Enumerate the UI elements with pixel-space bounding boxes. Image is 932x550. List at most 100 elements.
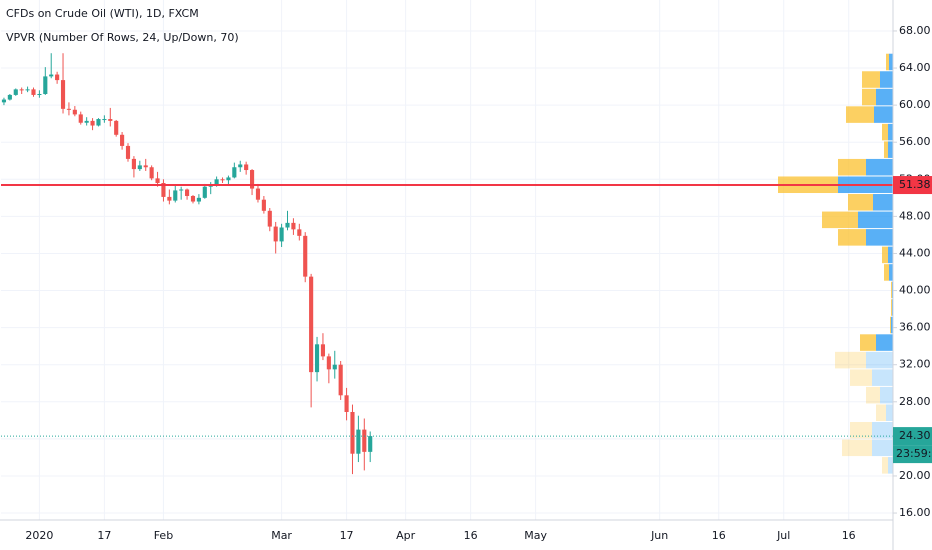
candle-body (96, 119, 101, 126)
x-tick-label: 2020 (25, 529, 53, 542)
last-price-label: 24.30 (899, 429, 931, 442)
candle-body (72, 109, 77, 115)
y-tick-label: 48.00 (899, 209, 931, 222)
indicator-legend: VPVR (Number Of Rows, 24, Up/Down, 70) (6, 31, 239, 44)
vpvr-down-bar (884, 264, 889, 281)
candle-body (267, 210, 272, 227)
y-tick-label: 36.00 (899, 321, 931, 334)
vpvr-up-bar (889, 53, 893, 71)
last-price-box (893, 427, 932, 446)
y-tick-label: 68.00 (899, 24, 931, 37)
vpvr-down-bar (850, 369, 872, 386)
vpvr-up-bar (866, 229, 893, 246)
vpvr-up-bar (872, 421, 893, 439)
candle-body (326, 356, 331, 370)
x-tick-label: Jun (650, 529, 668, 542)
vpvr-down-bar (862, 71, 880, 88)
candle-body (273, 226, 278, 242)
candle-body (1, 99, 7, 103)
plot-area (1, 53, 893, 475)
y-tick-label: 40.00 (899, 284, 931, 297)
candle-body (120, 134, 125, 146)
candle-body (356, 429, 361, 454)
x-tick-label: Mar (271, 529, 292, 542)
candle-body (314, 344, 320, 373)
vpvr-up-bar (874, 106, 893, 123)
candle-body (25, 89, 30, 91)
candle-body (31, 89, 36, 95)
vpvr-up-bar (886, 404, 893, 421)
x-tick-label: Apr (396, 529, 416, 542)
candle-body (368, 436, 373, 452)
candle-body (261, 199, 266, 211)
candle-body (90, 120, 95, 126)
x-tick-label: Feb (154, 529, 173, 542)
vpvr-down-bar (882, 457, 888, 474)
y-tick-label: 44.00 (899, 246, 931, 259)
vpvr-down-bar (835, 351, 866, 369)
vpvr-up-bar (880, 386, 893, 404)
vpvr-down-bar (850, 421, 872, 439)
x-tick-label: Jul (776, 529, 790, 542)
candle-body (279, 227, 284, 242)
countdown-box (893, 445, 932, 464)
candle-body (309, 276, 314, 373)
vpvr-down-bar (882, 123, 888, 141)
vpvr-down-bar (838, 158, 866, 176)
candle-body (249, 170, 255, 189)
vpvr-down-bar (838, 229, 866, 246)
vpvr-down-bar (876, 404, 886, 421)
candle-body (37, 94, 42, 96)
candle-body (185, 189, 190, 196)
candle-body (214, 179, 219, 185)
candle-body (43, 76, 48, 95)
vpvr-up-bar (888, 246, 893, 264)
candle-body (149, 167, 154, 179)
candle-body (350, 411, 355, 454)
vpvr-up-bar (888, 141, 893, 158)
grid (1, 0, 893, 520)
candle-body (84, 120, 89, 123)
candle-body (255, 188, 261, 200)
candle-body (179, 189, 184, 191)
candle-body (131, 158, 136, 170)
candle-body (232, 167, 237, 178)
candle-body (173, 190, 178, 201)
y-tick-label: 16.00 (899, 506, 931, 519)
candle-body (196, 197, 201, 202)
vpvr-down-bar (884, 141, 888, 158)
candle-body (108, 119, 113, 121)
candle-body (226, 177, 231, 181)
y-tick-label: 32.00 (899, 358, 931, 371)
vpvr-down-bar (822, 211, 858, 229)
vpvr-up-bar (880, 71, 893, 88)
candle-body (344, 395, 349, 412)
y-tick-label: 28.00 (899, 395, 931, 408)
vpvr-up-bar (866, 351, 893, 369)
candle-body (66, 108, 72, 110)
vpvr-up-bar (876, 88, 893, 106)
poc-price-label: 51.38 (899, 178, 931, 191)
vpvr-down-bar (886, 53, 889, 71)
candle-body (297, 229, 302, 236)
candle-body (161, 183, 166, 197)
candle-body (285, 222, 290, 228)
candle-body (19, 89, 24, 91)
y-tick-label: 56.00 (899, 135, 931, 148)
candle-body (55, 74, 60, 81)
candle-body (49, 74, 54, 77)
candle-body (220, 179, 225, 181)
x-tick-label: 16 (842, 529, 856, 542)
candle-body (167, 196, 172, 201)
x-tick-label: 17 (97, 529, 111, 542)
vpvr-down-bar (862, 88, 876, 106)
vpvr-up-bar (872, 369, 893, 386)
vpvr-down-bar (890, 316, 891, 334)
candle-body (362, 429, 367, 452)
vpvr-up-bar (858, 211, 893, 229)
vpvr-up-bar (873, 194, 893, 211)
vpvr-down-bar (891, 299, 892, 316)
x-tick-label: 16 (464, 529, 478, 542)
